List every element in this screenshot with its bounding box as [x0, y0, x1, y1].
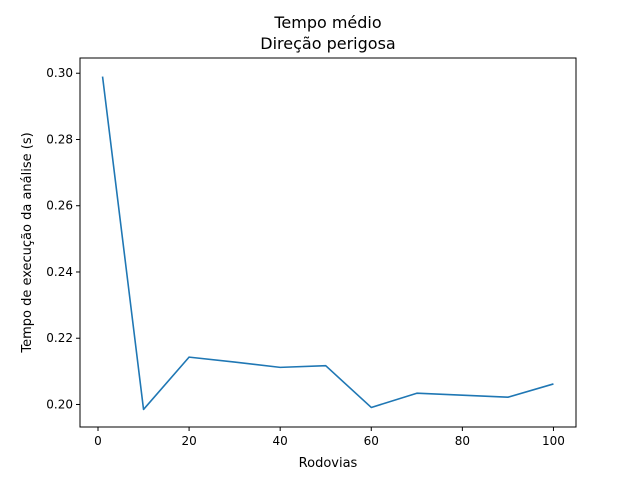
series-layer: [101, 76, 554, 411]
x-tick-label: 80: [455, 434, 470, 448]
x-tick-label: 100: [542, 434, 565, 448]
y-tick-label: 0.24: [46, 265, 73, 279]
x-tick-label: 0: [94, 434, 102, 448]
plot-area-frame: [79, 57, 577, 428]
y-tick-label: 0.28: [46, 132, 73, 146]
y-axis-label: Tempo de execução da análise (s): [20, 132, 35, 353]
y-tick-label: 0.30: [46, 66, 73, 80]
chart-title: Tempo médio: [273, 13, 381, 32]
x-axis-label: Rodovias: [299, 456, 358, 471]
y-tick-label: 0.26: [46, 199, 73, 213]
chart-subtitle: Direção perigosa: [260, 34, 395, 53]
x-tick-label: 20: [181, 434, 196, 448]
y-axis-ticks: 0.20 0.22 0.24 0.26 0.28 0.30: [46, 66, 80, 411]
y-tick-label: 0.20: [46, 397, 73, 411]
x-tick-label: 40: [273, 434, 288, 448]
y-tick-label: 0.22: [46, 331, 73, 345]
series-line: [101, 76, 554, 411]
x-tick-label: 60: [364, 434, 379, 448]
x-axis-ticks: 0 20 40 60 80 100: [94, 427, 565, 448]
